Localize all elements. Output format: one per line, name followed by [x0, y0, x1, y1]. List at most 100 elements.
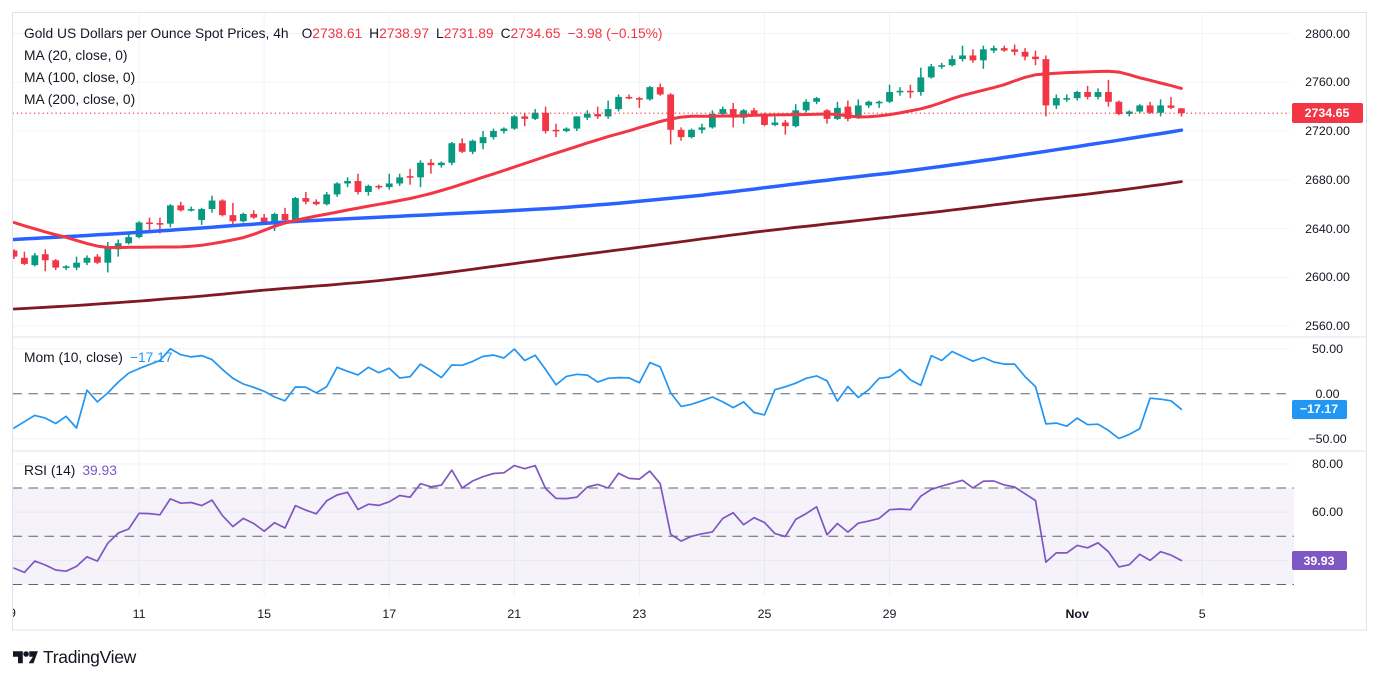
- price-tick-label: 2720.00: [1305, 124, 1350, 139]
- candle-body: [292, 198, 299, 221]
- last-price-badge: 2734.65: [1291, 103, 1363, 123]
- high-label: H: [369, 25, 380, 41]
- candle-body: [52, 260, 60, 268]
- candle-wick: [1170, 96, 1172, 110]
- momentum-legend-label: Mom (10, close): [24, 349, 123, 365]
- candle-body: [896, 90, 904, 93]
- candle-body: [688, 129, 695, 138]
- candle-body: [604, 109, 612, 117]
- candle-body: [406, 176, 414, 178]
- candle-body: [187, 209, 195, 211]
- candle-body: [677, 129, 685, 138]
- low-value: 2731.89: [443, 25, 494, 41]
- candle-body: [1105, 92, 1112, 102]
- candle-body: [448, 143, 456, 163]
- candle-series[interactable]: [11, 44, 1185, 273]
- candle-body: [125, 237, 133, 244]
- time-tick-label: 11: [132, 606, 146, 621]
- candle-body: [271, 213, 278, 223]
- candle-body: [781, 122, 789, 127]
- candle-body: [323, 194, 331, 205]
- candle-body: [1011, 49, 1019, 52]
- tradingview-branding[interactable]: TradingView: [13, 647, 136, 668]
- candle-body: [938, 65, 946, 67]
- momentum-legend[interactable]: Mom (10, close) −17.17: [24, 349, 173, 365]
- ma100-legend[interactable]: MA (100, close, 0): [24, 69, 136, 85]
- time-tick-label-clipped: 9: [13, 606, 21, 622]
- time-tick-label: 9: [13, 606, 21, 620]
- logo-mark: [13, 650, 38, 663]
- candle-body: [761, 113, 768, 125]
- symbol-title: Gold US Dollars per Ounce Spot Prices, 4…: [24, 25, 289, 41]
- rsi-legend-value: 39.93: [82, 462, 117, 478]
- candle-body: [62, 266, 70, 268]
- candle-body: [1167, 105, 1175, 108]
- candle-wick: [159, 217, 161, 234]
- close-label: C: [500, 25, 511, 41]
- high-value: 2738.97: [379, 25, 430, 41]
- candle-body: [917, 77, 925, 93]
- candle-body: [458, 143, 466, 152]
- candle-body: [990, 48, 998, 51]
- momentum-tick-label: 0.00: [1315, 386, 1340, 401]
- time-tick-label: 23: [632, 606, 647, 621]
- candle-body: [635, 98, 643, 100]
- candle-body: [875, 101, 883, 104]
- candle-body: [219, 200, 226, 216]
- time-tick-label: 21: [507, 606, 522, 621]
- candle-wick: [774, 116, 776, 127]
- candle-body: [93, 256, 101, 263]
- candle-body: [510, 116, 518, 129]
- change-value: −3.98 (−0.15%): [567, 25, 663, 41]
- candle-body: [979, 49, 987, 61]
- chart-legend-title-row[interactable]: Gold US Dollars per Ounce Spot Prices, 4…: [24, 25, 663, 41]
- candle-body: [312, 201, 320, 205]
- ma200-legend[interactable]: MA (200, close, 0): [24, 91, 136, 107]
- rsi-tick-label: 80.00: [1311, 456, 1344, 471]
- candle-body: [583, 113, 591, 118]
- rsi-legend-label: RSI (14): [24, 462, 76, 478]
- candle-body: [41, 254, 49, 261]
- candle-wick: [388, 173, 390, 190]
- candle-body: [490, 131, 497, 138]
- candle-body: [792, 110, 800, 127]
- candle-body: [208, 200, 216, 210]
- price-tick-label: 2640.00: [1305, 221, 1350, 236]
- candle-body: [886, 92, 893, 102]
- candle-body: [417, 162, 424, 178]
- candle-body: [594, 113, 602, 117]
- candle-body: [1178, 108, 1185, 114]
- candle-body: [1042, 59, 1050, 106]
- candle-wick: [638, 96, 641, 108]
- rsi-legend[interactable]: RSI (14) 39.93: [24, 462, 117, 478]
- candle-body: [1073, 92, 1081, 99]
- candle-body: [302, 198, 310, 202]
- price-tick-label: 2760.00: [1305, 75, 1350, 90]
- candle-wick: [148, 217, 151, 233]
- candle-body: [198, 209, 206, 221]
- ma20-line: [12, 69, 1183, 249]
- price-tick-label: 2600.00: [1305, 270, 1350, 285]
- price-tick-label: 2560.00: [1305, 319, 1350, 334]
- candle-body: [802, 101, 810, 111]
- candle-body: [573, 116, 581, 129]
- logo-seven-shape: [28, 650, 38, 663]
- time-tick-label: 5: [1198, 606, 1206, 621]
- candle-body: [1136, 105, 1144, 112]
- candle-body: [250, 213, 258, 218]
- candle-body: [156, 223, 164, 225]
- candle-body: [740, 110, 748, 118]
- candle-body: [750, 110, 758, 114]
- candle-body: [1063, 98, 1071, 100]
- time-tick-label: 15: [257, 606, 272, 621]
- candle-body: [344, 181, 351, 184]
- open-value: 2738.61: [312, 25, 363, 41]
- candle-wick: [523, 112, 526, 127]
- tradingview-logo-icon: [13, 650, 38, 663]
- candle-body: [427, 162, 435, 166]
- logo-bar-shape: [13, 650, 23, 663]
- ma20-legend[interactable]: MA (20, close, 0): [24, 47, 128, 63]
- low-label: L: [436, 25, 444, 41]
- candle-body: [646, 87, 654, 100]
